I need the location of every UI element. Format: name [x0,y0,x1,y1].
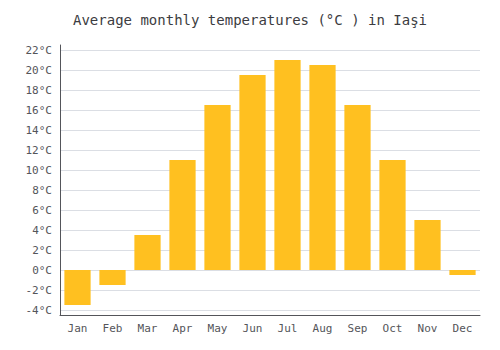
svg-text:Oct: Oct [383,322,403,335]
svg-text:16°C: 16°C [26,104,53,117]
svg-text:0°C: 0°C [32,264,52,277]
svg-text:Mar: Mar [138,322,158,335]
svg-text:Jan: Jan [68,322,88,335]
svg-text:Jun: Jun [243,322,263,335]
svg-text:-4°C: -4°C [26,304,53,317]
svg-text:Aug: Aug [313,322,333,335]
svg-text:22°C: 22°C [26,44,53,57]
svg-text:Jul: Jul [278,322,298,335]
svg-text:Feb: Feb [103,322,123,335]
svg-text:Nov: Nov [418,322,438,335]
svg-text:Sep: Sep [348,322,368,335]
svg-text:May: May [208,322,228,335]
svg-text:6°C: 6°C [32,204,52,217]
svg-text:Dec: Dec [453,322,473,335]
svg-text:Apr: Apr [173,322,193,335]
svg-text:8°C: 8°C [32,184,52,197]
svg-text:14°C: 14°C [26,124,53,137]
svg-text:Average monthly temperatures (: Average monthly temperatures (°C ) in Ia… [73,12,427,28]
svg-text:18°C: 18°C [26,84,53,97]
svg-text:2°C: 2°C [32,244,52,257]
svg-text:-2°C: -2°C [26,284,53,297]
svg-text:4°C: 4°C [32,224,52,237]
svg-text:20°C: 20°C [26,64,53,77]
svg-text:12°C: 12°C [26,144,53,157]
svg-text:10°C: 10°C [26,164,53,177]
